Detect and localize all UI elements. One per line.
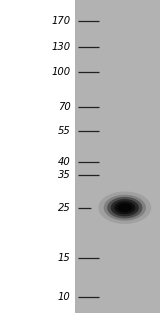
Text: 100: 100 [51, 67, 70, 77]
Text: 35: 35 [58, 170, 70, 180]
Text: 170: 170 [51, 16, 70, 26]
Polygon shape [104, 195, 146, 221]
Text: 15: 15 [58, 253, 70, 263]
Text: 25: 25 [58, 203, 70, 213]
Polygon shape [98, 192, 151, 224]
Text: 55: 55 [58, 126, 70, 136]
Text: 70: 70 [58, 102, 70, 112]
Bar [75, 0, 160, 313]
Polygon shape [111, 199, 139, 216]
Text: 10: 10 [58, 292, 70, 302]
Text: 40: 40 [58, 157, 70, 167]
Polygon shape [114, 201, 135, 214]
Text: 130: 130 [51, 42, 70, 52]
Polygon shape [107, 197, 142, 218]
Polygon shape [91, 187, 158, 228]
Bar [0, 0, 75, 313]
Polygon shape [117, 203, 132, 212]
